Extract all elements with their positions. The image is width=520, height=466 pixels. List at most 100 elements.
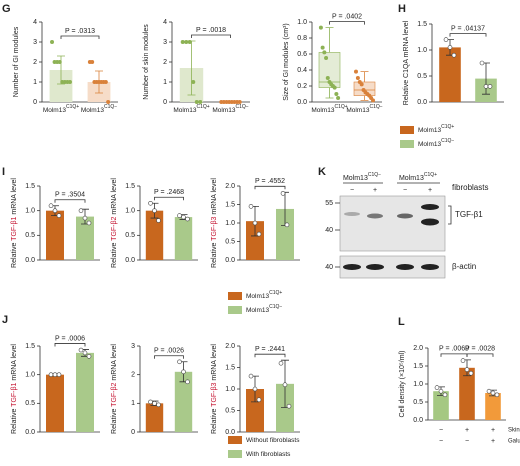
- y-tick-label: 0.5: [413, 399, 423, 406]
- p-value: P = .0313: [65, 28, 95, 35]
- significance-bracket: [191, 34, 231, 38]
- y-axis-label: Number of GI modules: [13, 26, 20, 97]
- y-tick-label: 2.0: [225, 343, 235, 350]
- y-tick-label: 0.5: [417, 73, 427, 80]
- significance-bracket: [154, 355, 184, 359]
- chart: 0 1 2 3 4 Number of GI modules P = .0313 Molm13…: [13, 19, 118, 114]
- band: [396, 264, 414, 270]
- y-tick-label: 0.0: [297, 99, 307, 106]
- y-tick-label: 0.5: [25, 232, 35, 239]
- y-tick-label: 0.5: [225, 238, 235, 245]
- data-point: [438, 388, 444, 394]
- significance-bracket: [440, 353, 468, 357]
- band: [421, 218, 439, 226]
- data-point: [248, 204, 254, 209]
- data-point: [148, 200, 153, 206]
- data-point: [56, 213, 62, 218]
- y-tick-label: 1: [163, 79, 167, 86]
- label-part: mRNA level: [111, 178, 118, 217]
- data-point: [359, 82, 364, 87]
- label-part: C1Q−: [369, 104, 382, 110]
- label-part: mRNA level: [11, 178, 18, 217]
- label-part: mRNA level: [211, 178, 218, 217]
- data-point: [191, 80, 196, 84]
- p-value: P = .0018: [196, 27, 226, 34]
- bar: [459, 367, 475, 420]
- condition-sign: +: [465, 427, 469, 434]
- y-tick-label: 0.0: [413, 417, 423, 424]
- p-value: P = .0006: [55, 335, 85, 342]
- panel-letter: L: [398, 316, 405, 328]
- legend-swatch: [228, 436, 242, 444]
- data-point: [318, 25, 323, 30]
- bar: [145, 210, 164, 260]
- bar: [76, 352, 94, 432]
- data-point: [336, 96, 341, 100]
- y-tick-label: 0.5: [25, 400, 35, 407]
- y-tick-label: 0.0: [25, 257, 35, 264]
- group-label: Molm13C1Q−: [343, 172, 381, 182]
- data-point: [334, 92, 339, 96]
- significance-bracket: [54, 199, 86, 203]
- data-point: [451, 52, 457, 58]
- y-tick-label: 1.5: [225, 364, 235, 371]
- chart: 0 1 2 3 Relative TGF-β2 mRNA level P = .0026: [111, 343, 198, 436]
- legend-swatch: [400, 126, 414, 134]
- y-tick-label: 1.0: [225, 220, 235, 227]
- data-point: [355, 76, 360, 80]
- y-tick-label: 3: [163, 39, 167, 46]
- data-point: [180, 40, 185, 44]
- label-part: C1Q+: [66, 104, 79, 110]
- chart: 0.0 0.5 1.0 1.5 Relative TGF-β2 mRNA level P …: [111, 178, 198, 268]
- label-part: TGF-β2: [111, 382, 118, 406]
- y-axis-label: Relative TGF-β1 mRNA level: [11, 178, 18, 268]
- data-point: [57, 60, 62, 64]
- label-part: Without fibroblasts: [246, 437, 300, 444]
- y-tick-label: 1: [131, 400, 135, 407]
- data-point: [52, 208, 58, 213]
- y-tick-label: 0.5: [225, 407, 235, 414]
- label-part: mRNA level: [211, 344, 218, 383]
- y-tick-label: 2: [131, 372, 135, 379]
- p-value: P = .4552: [255, 178, 285, 185]
- marker-label: 55: [325, 200, 333, 207]
- data-point: [286, 403, 292, 409]
- bar: [174, 371, 193, 432]
- data-point: [371, 98, 376, 103]
- label-part: Relative: [111, 241, 118, 268]
- data-point: [464, 367, 470, 372]
- bar: [433, 391, 449, 420]
- data-point: [325, 76, 330, 80]
- data-point: [56, 372, 62, 377]
- y-tick-label: 0: [163, 99, 167, 106]
- y-axis-label: Relative C1QA mRNA level: [403, 20, 410, 105]
- whisker: [360, 71, 369, 101]
- y-tick-label: 0.0: [125, 257, 135, 264]
- data-point: [284, 222, 290, 228]
- bar: [276, 383, 294, 432]
- panel-letter: I: [2, 166, 5, 178]
- data-point: [487, 84, 493, 89]
- label-part: Molm13: [43, 107, 67, 114]
- data-point: [252, 220, 258, 226]
- p-value: P = .0402: [332, 13, 362, 20]
- category-label: Molm13C1Q+: [418, 124, 454, 133]
- data-point: [443, 37, 449, 42]
- y-axis-label: Cell density (×10⁵/ml): [399, 351, 406, 418]
- panel-letter: G: [2, 3, 11, 15]
- chart: 0.0 0.5 1.0 1.5 2.0 Relative TGF-β3 mRNA leve…: [211, 178, 300, 314]
- data-point: [156, 402, 161, 408]
- significance-bracket: [254, 353, 286, 358]
- y-tick-label: 3: [33, 39, 37, 46]
- panel-letter: K: [318, 166, 326, 178]
- p-value: P = .0069: [439, 346, 469, 353]
- data-point: [324, 56, 329, 60]
- bar: [49, 70, 73, 102]
- band-label: TGF-β1: [455, 210, 483, 219]
- data-point: [148, 399, 153, 405]
- data-point: [185, 216, 190, 222]
- category-label: Molm13C1Q−: [212, 104, 248, 113]
- y-tick-label: 1.0: [25, 372, 35, 379]
- condition-label: Skin fibroblasts: [508, 428, 520, 434]
